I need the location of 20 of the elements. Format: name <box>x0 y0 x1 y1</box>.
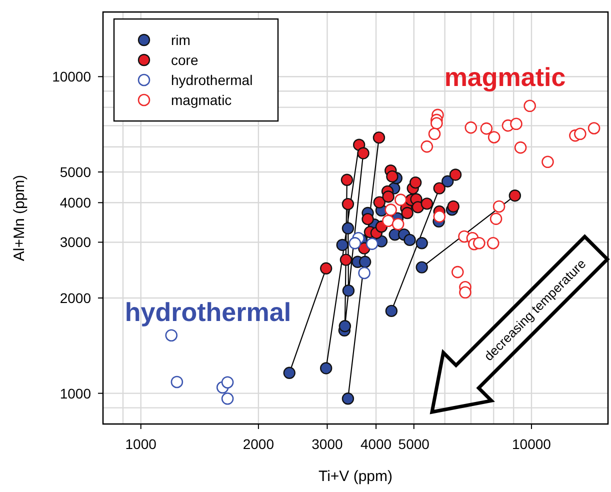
legend-label: magmatic <box>171 92 232 108</box>
x-tick-label: 4000 <box>360 436 392 452</box>
x-tick-label: 5000 <box>398 436 430 452</box>
legend-label: hydrothermal <box>171 72 253 88</box>
annotation: magmatic <box>444 62 566 92</box>
y-tick-label: 4000 <box>60 194 92 211</box>
x-tick-label: 3000 <box>312 436 344 452</box>
x-axis-title: Ti+V (ppm) <box>318 468 393 485</box>
y-tick-label: 1000 <box>60 385 92 402</box>
x-tick-label: 1000 <box>125 436 157 452</box>
y-tick-label: 3000 <box>60 234 92 250</box>
x-tick-label: 10000 <box>512 436 552 452</box>
y-tick-label: 2000 <box>60 290 92 306</box>
legend-label: core <box>171 52 198 68</box>
annotation: hydrothermal <box>124 297 292 327</box>
y-tick-label: 10000 <box>52 68 92 85</box>
y-axis-title: Al+Mn (ppm) <box>11 174 28 262</box>
legend-label: rim <box>171 32 190 48</box>
x-tick-label: 2000 <box>242 436 274 452</box>
y-tick-label: 5000 <box>60 164 92 180</box>
